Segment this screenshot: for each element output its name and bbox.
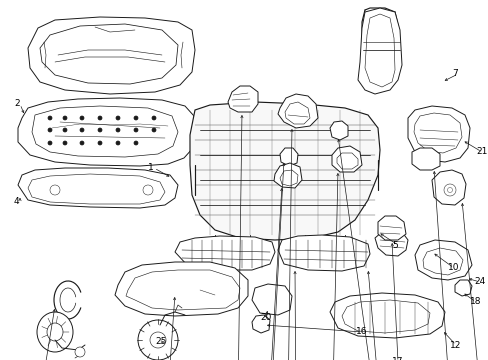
Polygon shape: [431, 170, 465, 205]
Ellipse shape: [98, 128, 102, 132]
Text: 25: 25: [155, 338, 166, 346]
Text: 17: 17: [391, 357, 403, 360]
Ellipse shape: [63, 141, 67, 145]
Ellipse shape: [150, 332, 165, 348]
Polygon shape: [251, 284, 291, 315]
Polygon shape: [374, 230, 407, 256]
Ellipse shape: [443, 184, 455, 196]
Ellipse shape: [50, 185, 60, 195]
Polygon shape: [413, 113, 461, 153]
Text: 2: 2: [14, 99, 20, 108]
Polygon shape: [414, 240, 471, 280]
Polygon shape: [336, 153, 357, 169]
Polygon shape: [422, 248, 462, 275]
Ellipse shape: [80, 116, 84, 120]
Polygon shape: [18, 98, 196, 166]
Text: 20: 20: [260, 314, 271, 323]
Ellipse shape: [48, 128, 52, 132]
Ellipse shape: [116, 141, 120, 145]
Polygon shape: [280, 148, 297, 166]
Polygon shape: [357, 8, 401, 94]
Ellipse shape: [116, 128, 120, 132]
Ellipse shape: [48, 141, 52, 145]
Ellipse shape: [447, 188, 451, 193]
Polygon shape: [18, 168, 178, 208]
Text: 24: 24: [473, 278, 484, 287]
Text: 7: 7: [451, 69, 457, 78]
Polygon shape: [329, 293, 444, 338]
Polygon shape: [28, 174, 164, 204]
Polygon shape: [280, 170, 297, 186]
Polygon shape: [377, 216, 405, 240]
Polygon shape: [411, 148, 439, 170]
Ellipse shape: [138, 320, 178, 360]
Polygon shape: [331, 146, 361, 172]
Polygon shape: [341, 300, 429, 333]
Polygon shape: [278, 94, 317, 128]
Polygon shape: [251, 315, 269, 333]
Ellipse shape: [48, 116, 52, 120]
Ellipse shape: [63, 128, 67, 132]
Polygon shape: [190, 102, 379, 240]
Polygon shape: [285, 102, 309, 124]
Text: 21: 21: [475, 148, 487, 157]
Polygon shape: [175, 236, 274, 270]
Ellipse shape: [98, 116, 102, 120]
Polygon shape: [32, 106, 178, 157]
Text: 18: 18: [469, 297, 481, 306]
Polygon shape: [454, 280, 471, 296]
Text: 10: 10: [447, 264, 459, 273]
Ellipse shape: [152, 116, 156, 120]
Text: 12: 12: [449, 341, 461, 350]
Ellipse shape: [134, 141, 138, 145]
Ellipse shape: [152, 128, 156, 132]
Ellipse shape: [134, 116, 138, 120]
Ellipse shape: [80, 128, 84, 132]
Polygon shape: [227, 86, 258, 112]
Text: 16: 16: [355, 328, 367, 337]
Ellipse shape: [63, 116, 67, 120]
Ellipse shape: [37, 312, 73, 352]
Polygon shape: [278, 235, 369, 271]
Ellipse shape: [98, 141, 102, 145]
Text: 1: 1: [148, 163, 153, 172]
Ellipse shape: [142, 185, 153, 195]
Text: 5: 5: [391, 240, 397, 249]
Polygon shape: [126, 270, 240, 310]
Polygon shape: [407, 106, 469, 162]
Ellipse shape: [134, 128, 138, 132]
Ellipse shape: [80, 141, 84, 145]
Text: 4: 4: [14, 198, 20, 207]
Polygon shape: [329, 121, 347, 140]
Polygon shape: [28, 17, 195, 94]
Polygon shape: [273, 163, 302, 188]
Polygon shape: [115, 262, 247, 316]
Ellipse shape: [116, 116, 120, 120]
Ellipse shape: [47, 323, 63, 341]
Polygon shape: [364, 14, 394, 87]
Ellipse shape: [75, 347, 85, 357]
Polygon shape: [40, 24, 178, 84]
